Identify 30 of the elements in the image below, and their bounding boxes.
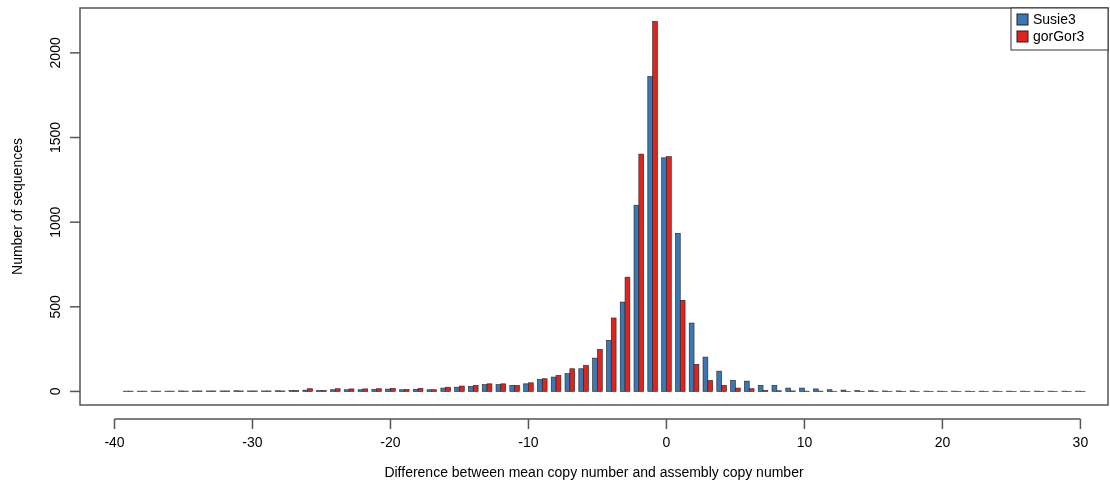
bar bbox=[417, 388, 424, 392]
y-tick-label: 500 bbox=[47, 294, 63, 319]
x-axis-title: Difference between mean copy number and assembly copy number bbox=[384, 464, 804, 480]
y-axis-title: Number of sequences bbox=[9, 138, 25, 275]
bar bbox=[771, 385, 778, 392]
legend-label: gorGor3 bbox=[1033, 28, 1085, 44]
x-tick-label: 10 bbox=[796, 434, 813, 450]
bar bbox=[472, 385, 479, 392]
x-tick-label: 0 bbox=[662, 434, 671, 450]
y-tick-label: 1000 bbox=[47, 206, 63, 238]
x-tick-label: -40 bbox=[104, 434, 125, 450]
y-tick-label: 2000 bbox=[47, 37, 63, 69]
x-tick-label: -20 bbox=[380, 434, 401, 450]
bar bbox=[541, 378, 548, 392]
bar bbox=[555, 375, 562, 392]
x-tick-label: 30 bbox=[1072, 434, 1089, 450]
y-tick-label: 1500 bbox=[47, 121, 63, 154]
bar bbox=[610, 317, 617, 392]
bar bbox=[495, 384, 502, 392]
bar bbox=[702, 356, 709, 392]
bar bbox=[403, 389, 410, 392]
x-tick-label: -10 bbox=[518, 434, 539, 450]
x-tick-label: -30 bbox=[242, 434, 263, 450]
bar bbox=[624, 276, 631, 392]
y-tick-label: 0 bbox=[47, 387, 63, 396]
legend-label: Susie3 bbox=[1033, 11, 1077, 27]
x-tick-label: 20 bbox=[934, 434, 951, 450]
bar bbox=[334, 388, 341, 392]
bar bbox=[486, 383, 493, 392]
bar bbox=[348, 388, 355, 392]
